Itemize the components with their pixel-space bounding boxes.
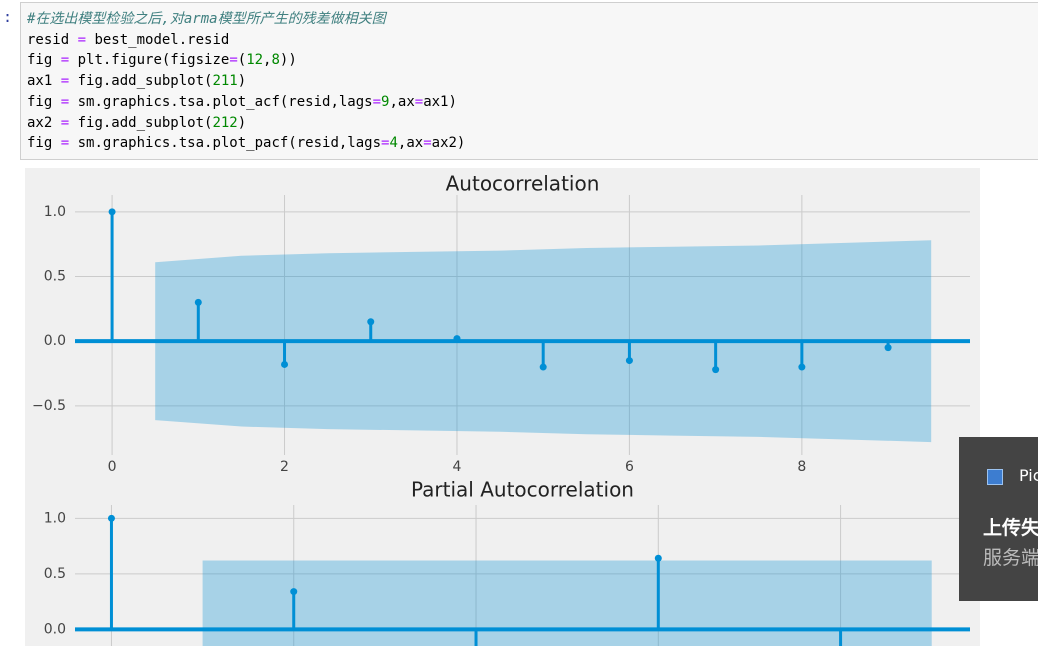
stem-marker — [281, 360, 289, 368]
code-token: = — [229, 52, 238, 69]
code-line: fig = sm.graphics.tsa.plot_acf(resid,lag… — [27, 93, 457, 110]
x-tick-label: 4 — [453, 459, 462, 475]
stem-marker — [367, 318, 375, 326]
x-tick-label: 6 — [625, 459, 634, 475]
chart-title: Autocorrelation — [446, 172, 600, 196]
code-token: = — [423, 135, 432, 152]
code-line: ax2 = fig.add_subplot(212) — [27, 114, 247, 131]
code-token: = — [381, 135, 390, 152]
code-line: #在选出模型检验之后,对arma模型所产生的残差做相关图 — [27, 11, 386, 27]
stem-marker — [108, 208, 116, 216]
cell-prompt: : — [3, 8, 13, 26]
code-token: 12 — [246, 52, 264, 69]
chart-title: Partial Autocorrelation — [411, 478, 634, 502]
code-line: fig = sm.graphics.tsa.plot_pacf(resid,la… — [27, 135, 466, 152]
y-tick-label: 0.5 — [44, 268, 66, 284]
stem-marker — [712, 366, 720, 374]
confidence-band — [202, 560, 932, 646]
code-line: fig = plt.figure(figsize=(12,8)) — [27, 52, 297, 69]
notification-body: 服务端 — [983, 547, 1038, 569]
y-tick-label: 1.0 — [44, 510, 66, 526]
stem-marker — [884, 344, 892, 352]
notification-heading: 上传失 — [983, 517, 1038, 539]
figure-background — [25, 168, 980, 646]
code-token: 8 — [271, 52, 280, 69]
code-token: = — [60, 73, 70, 90]
y-tick-label: −0.5 — [32, 398, 66, 414]
code-token: = — [60, 93, 70, 110]
code-line: ax1 = fig.add_subplot(211) — [27, 73, 247, 90]
code-token: = — [372, 93, 382, 110]
stem-marker — [453, 335, 461, 343]
y-tick-label: 0.0 — [44, 333, 66, 349]
y-tick-label: 1.0 — [44, 204, 66, 220]
code-token: = — [60, 114, 70, 131]
stem-marker — [798, 363, 806, 371]
stem-marker — [107, 514, 115, 522]
notification[interactable]: Pic 上传失 服务端 — [959, 437, 1038, 601]
stem-marker — [654, 554, 662, 562]
y-tick-label: 0.0 — [44, 621, 66, 637]
x-tick-label: 2 — [280, 459, 289, 475]
stem-marker — [539, 363, 547, 371]
code-token: = — [414, 93, 424, 110]
stem-marker — [194, 298, 202, 306]
code-token: = — [77, 31, 87, 48]
app-icon — [987, 469, 1003, 485]
code-line: resid = best_model.resid — [27, 31, 230, 48]
x-tick-label: 0 — [108, 459, 117, 475]
code-cell[interactable]: #在选出模型检验之后,对arma模型所产生的残差做相关图 resid = best… — [20, 2, 1038, 160]
code-token: 4 — [389, 135, 398, 152]
app-name: Pic — [1019, 466, 1038, 485]
code-token: 9 — [381, 93, 390, 110]
code-token: = — [60, 135, 70, 152]
code-token: = — [60, 52, 70, 69]
code-token: 211 — [212, 73, 238, 90]
y-tick-label: 0.5 — [44, 566, 66, 582]
code-token: 212 — [212, 114, 238, 131]
stem-marker — [625, 357, 633, 365]
stem-marker — [290, 588, 298, 596]
x-tick-label: 8 — [797, 459, 806, 475]
